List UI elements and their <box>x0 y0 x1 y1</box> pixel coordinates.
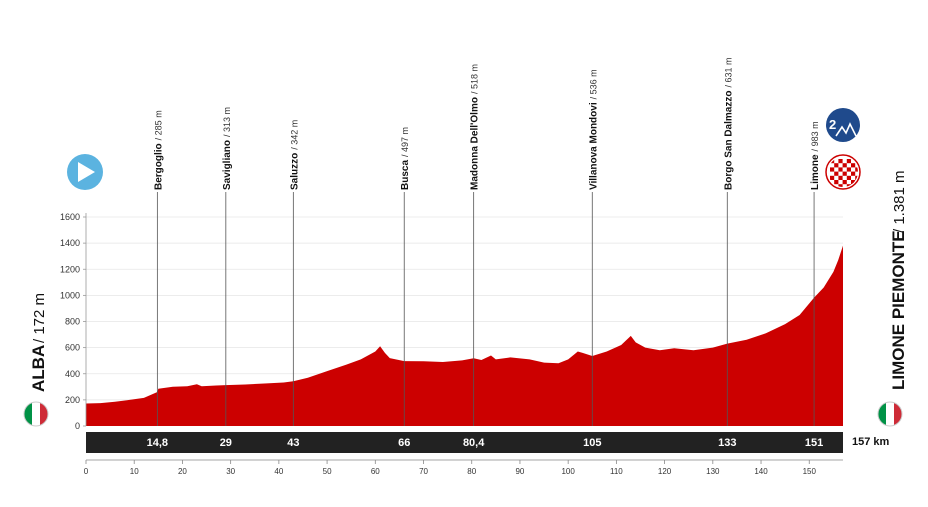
x-tick-label: 110 <box>610 467 623 476</box>
x-tick-label: 140 <box>754 467 768 476</box>
y-axis: 0 200 400 600 800 1000 1200 1400 1600 <box>60 212 87 431</box>
waypoint-names: Bergoglio / 285 m Savigliano / 313 m Saluzzo… <box>153 58 821 190</box>
waypoint-label: Madonna Dell'Olmo / 518 m <box>470 64 481 190</box>
waypoint-lines <box>156 192 815 426</box>
waypoint-km-label: 133 <box>718 437 736 449</box>
checkered-finish-icon <box>825 154 861 190</box>
waypoint-altitude: / 631 m <box>723 58 733 88</box>
waypoint-name: Saluzzo <box>289 153 300 190</box>
waypoint-label: Saluzzo / 342 m <box>289 120 300 190</box>
x-tick-label: 70 <box>419 467 428 476</box>
waypoint-km-label: 43 <box>287 437 299 449</box>
x-tick-label: 100 <box>561 467 575 476</box>
x-tick-label: 40 <box>274 467 283 476</box>
italy-flag-icon <box>877 401 903 427</box>
total-distance-label: 157 km <box>852 436 890 448</box>
italy-flag-icon <box>23 401 49 427</box>
waypoint-km-label: 151 <box>805 437 823 449</box>
grid-lines <box>86 216 843 401</box>
waypoint-name: Bergoglio <box>153 143 164 190</box>
waypoint-km-label: 66 <box>398 437 410 449</box>
distance-bar <box>86 432 843 453</box>
x-tick-label: 60 <box>371 467 380 476</box>
start-town-altitude: / 172 m <box>31 293 48 343</box>
x-tick-label: 20 <box>178 467 187 476</box>
waypoint-altitude: / 342 m <box>289 120 299 150</box>
x-tick-label: 120 <box>658 467 672 476</box>
waypoint-km-label: 80,4 <box>463 437 485 449</box>
x-tick-label: 150 <box>803 467 817 476</box>
y-tick-label: 600 <box>65 343 80 353</box>
x-tick-label: 130 <box>706 467 720 476</box>
play-start-icon <box>67 154 103 190</box>
x-tick-label: 50 <box>323 467 332 476</box>
climb-category-number: 2 <box>829 117 836 132</box>
waypoint-altitude: / 983 m <box>810 121 820 151</box>
x-tick-label: 90 <box>515 467 524 476</box>
waypoint-km-labels: 14,8 29 43 66 80,4 105 133 151 <box>147 437 824 449</box>
waypoint-altitude: / 313 m <box>222 107 232 137</box>
y-tick-label: 1400 <box>60 238 80 248</box>
waypoint-name: Borgo San Dalmazzo <box>723 91 734 190</box>
x-tick-label: 30 <box>226 467 235 476</box>
x-tick-label: 10 <box>130 467 139 476</box>
start-town-name: ALBA <box>29 345 48 392</box>
y-tick-label: 1600 <box>60 212 80 222</box>
x-tick-label: 80 <box>467 467 476 476</box>
waypoint-name: Villanova Mondovi <box>588 102 599 190</box>
y-tick-label: 200 <box>65 395 80 405</box>
waypoint-altitude: / 518 m <box>470 64 480 94</box>
y-tick-label: 800 <box>65 317 80 327</box>
waypoint-label: Borgo San Dalmazzo / 631 m <box>723 58 734 190</box>
waypoint-name: Limone <box>810 154 821 190</box>
finish-town-altitude: / 1.381 m <box>891 170 908 233</box>
x-axis: 0 10 20 30 40 50 60 70 80 90 100 110 120 130 140 150 <box>84 459 843 476</box>
y-tick-label: 400 <box>65 369 80 379</box>
waypoint-km-label: 14,8 <box>147 437 168 449</box>
waypoint-altitude: / 536 m <box>588 69 598 99</box>
x-tick-label: 0 <box>84 467 89 476</box>
waypoint-name: Madonna Dell'Olmo <box>470 97 481 190</box>
waypoint-label: Busca / 497 m <box>400 127 411 190</box>
waypoint-label: Bergoglio / 285 m <box>153 110 164 190</box>
waypoint-label: Limone / 983 m <box>810 121 821 190</box>
waypoint-km-label: 105 <box>583 437 601 449</box>
waypoint-name: Busca <box>400 160 411 190</box>
waypoint-label: Villanova Mondovi / 536 m <box>588 69 599 190</box>
waypoint-altitude: / 285 m <box>153 110 163 140</box>
finish-town-name: LIMONE PIEMONTE <box>889 230 908 390</box>
waypoint-name: Savigliano <box>222 140 233 190</box>
waypoint-km-label: 29 <box>220 437 232 449</box>
elevation-profile-area <box>86 245 843 426</box>
y-tick-label: 1200 <box>60 264 80 274</box>
y-tick-label: 1000 <box>60 290 80 300</box>
y-tick-label: 0 <box>75 421 80 431</box>
waypoint-label: Savigliano / 313 m <box>222 107 233 190</box>
mountain-category-icon: 2 <box>826 108 860 142</box>
waypoint-altitude: / 497 m <box>400 127 410 157</box>
